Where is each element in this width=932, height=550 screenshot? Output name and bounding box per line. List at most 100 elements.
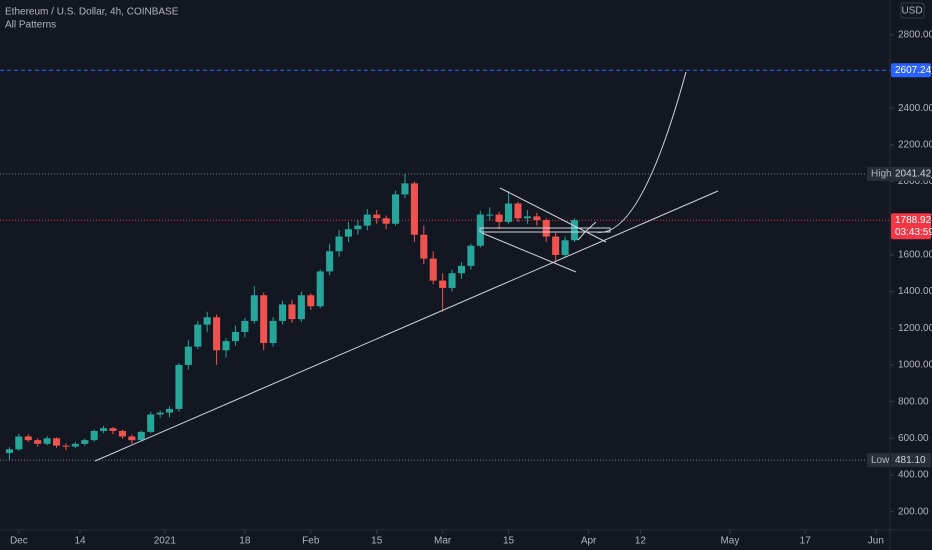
level-name: Low [871,455,890,466]
candle-body [118,430,126,437]
y-tick-label: 2000.00 [898,176,932,187]
candle-body [533,216,541,221]
candle-body [552,236,560,255]
candle-body [43,438,51,444]
candle-body [401,183,409,195]
y-tick-label: 200.00 [898,506,929,517]
level-price-box [891,166,931,181]
candle-body [326,251,334,272]
candle-body [241,320,249,332]
level-name-box [867,166,890,181]
candle-body [448,273,456,288]
symbol-title: Ethereum / U.S. Dollar, 4h, COINBASE [5,7,179,18]
y-tick-label: 1000.00 [898,360,932,371]
alert-label: 2607.24 [895,65,932,76]
y-tick-label: 1400.00 [898,286,932,297]
triangle-lower[interactable] [481,232,577,273]
last-price-label: 1788.92 [895,215,932,226]
candle-body [269,320,277,343]
y-tick-label: 1600.00 [898,250,932,261]
trend-line[interactable] [94,190,719,462]
drawings [94,71,719,462]
candle-body [250,295,258,321]
candle-body [457,265,466,274]
x-tick-label: 12 [635,536,647,547]
x-tick-label: Mar [434,536,452,547]
level-name-box [867,453,890,468]
candle-body [62,445,70,447]
candle-body [203,317,211,325]
last-price-box [891,213,931,240]
candle-body [467,245,475,266]
candle-body [24,436,32,441]
candle-body [90,430,98,441]
candle-body [439,280,447,288]
candle-body [71,443,79,447]
candle-body [137,431,145,441]
x-tick-label: Feb [302,536,320,547]
candle-body [184,346,192,365]
last-price-countdown: 03:43:59 [895,227,932,238]
candle-body [288,304,296,320]
candle-body [100,428,108,431]
candle-body [561,240,569,255]
y-tick-label: 2400.00 [898,103,932,114]
candle-body [5,449,13,453]
x-tick-label: 18 [239,536,251,547]
candle-body [175,364,183,409]
candle-body [260,295,268,343]
y-tick-label: 400.00 [898,470,929,481]
candle-body [165,408,174,413]
y-tick-label: 600.00 [898,433,929,444]
currency-button[interactable] [900,2,925,19]
candle-body [213,317,221,351]
candle-body [420,234,428,259]
candle-body [15,436,23,450]
candle-body [222,341,230,351]
y-tick-label: 2800.00 [898,29,932,40]
candle-body [514,203,522,219]
candle-body [392,194,400,224]
triangle-upper[interactable] [499,187,607,243]
level-price: 2041.42 [895,169,932,180]
candle-body [279,304,287,321]
y-tick-label: 2200.00 [898,140,932,151]
x-tick-label: Apr [581,536,597,547]
candle-body [363,214,371,226]
candle-body [505,203,513,222]
candle-body [382,218,390,224]
x-tick-label: 15 [503,536,515,547]
x-tick-label: 14 [74,536,86,547]
candle-body [316,271,324,307]
indicator-name: All Patterns [5,20,56,31]
candle-body [429,258,437,281]
y-tick-label: 800.00 [898,396,929,407]
candle-body [523,216,531,219]
y-tick-label: 1200.00 [898,323,932,334]
candle-body [495,214,503,222]
candle-body [335,236,343,252]
candle-body [354,225,362,230]
candle-body [81,440,89,444]
candle-body [194,324,202,347]
candle-body [410,183,418,235]
candle-body [231,331,239,342]
x-tick-label: May [720,536,739,547]
alert-box [891,63,931,78]
candle-body [109,428,117,431]
level-price: 481.10 [895,455,926,466]
candle-body [52,438,61,446]
x-tick-label: 15 [371,536,383,547]
breakout-arrow[interactable] [577,221,597,241]
candle-body [486,214,494,216]
x-tick-label: Jun [868,536,884,547]
currency-label[interactable]: USD [901,6,922,17]
projection-curve[interactable] [595,71,687,233]
x-tick-label: 2021 [154,536,177,547]
level-name: High [871,169,892,180]
candle-body [307,295,315,307]
x-tick-label: Dec [10,536,28,547]
level-price-box [891,453,931,468]
candle-body [344,229,352,237]
